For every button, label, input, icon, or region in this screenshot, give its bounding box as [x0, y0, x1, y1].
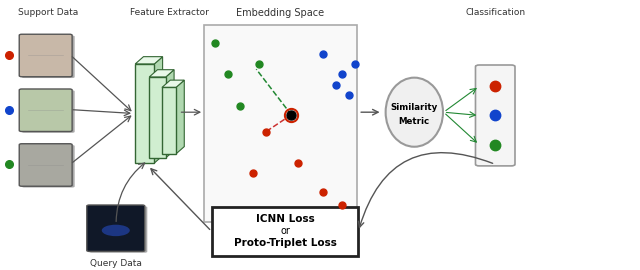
FancyBboxPatch shape — [19, 89, 72, 131]
Text: Proto-Triplet Loss: Proto-Triplet Loss — [234, 238, 337, 248]
Text: ICNN Loss: ICNN Loss — [255, 214, 314, 224]
FancyBboxPatch shape — [135, 64, 154, 163]
FancyBboxPatch shape — [162, 87, 176, 154]
Polygon shape — [135, 57, 163, 64]
FancyBboxPatch shape — [204, 25, 357, 222]
FancyBboxPatch shape — [22, 90, 75, 133]
Text: Support Data: Support Data — [18, 8, 78, 17]
FancyBboxPatch shape — [476, 65, 515, 166]
FancyBboxPatch shape — [87, 205, 145, 251]
Text: Query Data: Query Data — [90, 259, 141, 268]
Text: Metric: Metric — [399, 117, 430, 126]
Text: Classification: Classification — [465, 8, 525, 17]
Text: Similarity: Similarity — [390, 103, 438, 112]
Text: Feature Extractor: Feature Extractor — [129, 8, 209, 17]
FancyBboxPatch shape — [90, 206, 147, 253]
FancyBboxPatch shape — [149, 77, 166, 158]
FancyBboxPatch shape — [22, 36, 75, 78]
Polygon shape — [166, 70, 174, 158]
Text: or: or — [280, 226, 290, 236]
Polygon shape — [176, 80, 184, 154]
FancyBboxPatch shape — [19, 34, 72, 77]
Polygon shape — [162, 80, 184, 87]
FancyBboxPatch shape — [22, 145, 75, 188]
FancyBboxPatch shape — [212, 207, 358, 256]
Ellipse shape — [386, 78, 443, 147]
Polygon shape — [149, 70, 174, 77]
Text: Embedding Space: Embedding Space — [236, 8, 324, 18]
Circle shape — [102, 225, 130, 236]
Polygon shape — [154, 57, 163, 163]
FancyBboxPatch shape — [19, 144, 72, 186]
